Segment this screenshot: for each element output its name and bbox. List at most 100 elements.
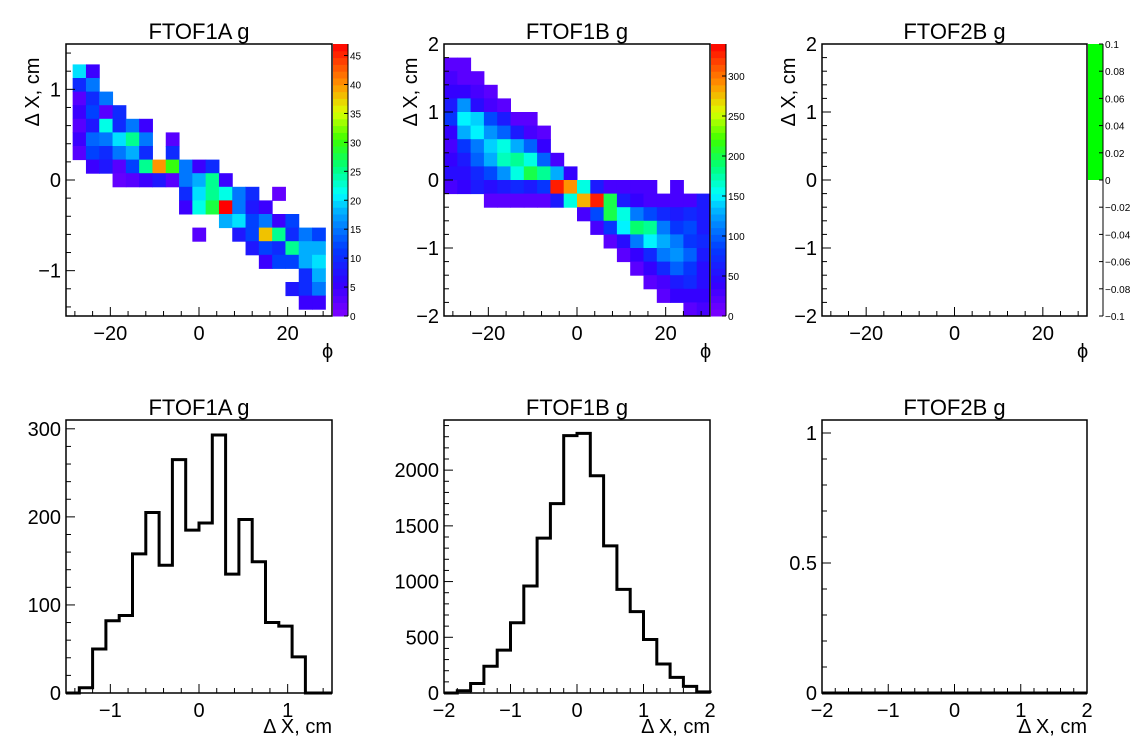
heatmap-cell [272, 214, 286, 229]
x-tick-label: 2 [704, 700, 715, 722]
heatmap-cell [444, 98, 458, 113]
heatmap-cell [523, 112, 538, 127]
colorbar-swatch [333, 71, 348, 79]
colorbar-swatch [333, 159, 348, 167]
heatmap-cell [192, 186, 207, 201]
heatmap-cell [312, 227, 326, 242]
colorbar-swatch [333, 234, 348, 242]
heatmap-cell [99, 118, 114, 133]
heatmap-cell [656, 261, 671, 276]
heatmap-cell [470, 125, 485, 140]
colorbar-swatch [711, 166, 726, 174]
colorbar-swatch [711, 57, 726, 65]
heatmap-cell [670, 261, 684, 276]
heatmap-cell [205, 173, 220, 188]
colorbar-tick-label: 35 [350, 109, 362, 120]
heatmap-cell [139, 132, 153, 147]
colorbar-swatch [711, 84, 726, 93]
colorbar-swatch [711, 105, 726, 113]
y-tick-label: −2 [794, 306, 817, 328]
colorbar-tick-label: 0 [1105, 176, 1111, 187]
y-axis-label: Δ X, cm [400, 58, 422, 127]
heatmap-cell [483, 193, 498, 208]
heatmap-cell [470, 166, 485, 181]
heatmap-cell [497, 152, 511, 167]
heatmap-cell [590, 180, 605, 195]
colorbar-swatch [333, 118, 348, 127]
heatmap-cell [85, 78, 100, 93]
colorbar-swatch [711, 98, 726, 106]
heatmap-cell [683, 220, 698, 235]
x-axis-label: ϕ [1077, 341, 1088, 363]
heatmap-cell [656, 248, 671, 263]
x-tick-label: −2 [811, 700, 834, 722]
chart-panel-1: FTOF1A g 0 5 10 15 20 25 30 35 40 45 −20 0 20 −1 0 1 ϕ Δ X… [22, 19, 362, 363]
heatmap-cell [125, 146, 140, 161]
colorbar-swatch [333, 288, 348, 297]
x-axis-label: Δ X, cm [1018, 716, 1087, 738]
heatmap-cell [165, 173, 180, 188]
y-tick-label: 1 [50, 79, 61, 101]
heatmap-cell [139, 118, 153, 133]
colorbar-swatch [333, 186, 348, 195]
heatmap-cell [670, 288, 684, 303]
heatmap-cell [457, 84, 472, 99]
y-axis-label: Δ X, cm [778, 58, 800, 127]
colorbar-tick-label: 30 [350, 138, 362, 149]
y-tick-label: −1 [416, 238, 439, 260]
heatmap-cell [112, 173, 127, 188]
heatmap-cell [298, 254, 313, 269]
heatmap-cell [444, 139, 458, 154]
heatmap-cell [258, 200, 273, 215]
heatmap-cell [696, 288, 711, 303]
x-tick-label: −20 [849, 323, 883, 345]
colorbar-swatch [711, 44, 726, 52]
heatmap-cell [643, 207, 658, 222]
heatmap-cell [577, 207, 591, 222]
heatmap-cell [683, 302, 698, 317]
colorbar-swatch [333, 207, 348, 215]
heatmap-cell [523, 152, 538, 167]
heatmap-cell [643, 180, 658, 195]
colorbar-swatch [333, 57, 348, 65]
heatmap-cell [444, 71, 458, 86]
heatmap-cell [616, 207, 631, 222]
colorbar-swatch [711, 234, 726, 242]
colorbar-swatch [333, 78, 348, 86]
heatmap-cell [683, 248, 698, 263]
heatmap-cell [152, 173, 167, 188]
heatmap-cell [483, 125, 498, 140]
colorbar-swatch [333, 139, 348, 147]
heatmap-cell [312, 295, 326, 310]
heatmap-cell [696, 248, 711, 263]
heatmap-cell [683, 275, 698, 290]
heatmap-cell [457, 139, 472, 154]
y-tick-label: 1 [806, 102, 817, 124]
x-tick-label: −1 [499, 700, 522, 722]
colorbar-swatch [333, 91, 348, 99]
x-axis-label: ϕ [322, 341, 333, 363]
heatmap-cell [643, 275, 658, 290]
chart-panel-6: FTOF2B g−2 −1 0 1 200.51Δ X, cm [789, 395, 1092, 738]
heatmap-cell [630, 234, 644, 249]
heatmap-cell [72, 64, 87, 79]
heatmap-cell [510, 180, 525, 195]
heatmap-cell [457, 98, 472, 113]
colorbar-tick-label: 0.08 [1105, 67, 1125, 78]
heatmap-cell [510, 152, 525, 167]
heatmap-cell [125, 173, 140, 188]
colorbar-tick-label: 250 [728, 112, 745, 123]
heatmap-cell [218, 186, 233, 201]
heatmap-cell [444, 57, 458, 72]
heatmap-cell [125, 132, 140, 147]
colorbar-tick-label: −0.02 [1105, 203, 1131, 214]
chart-title: FTOF1B g [526, 395, 628, 420]
heatmap-cell [497, 193, 511, 208]
heatmap-cell [179, 186, 193, 201]
heatmap-cell [497, 125, 511, 140]
heatmap-cell [470, 139, 485, 154]
colorbar-swatch [711, 118, 726, 127]
colorbar-swatch [711, 64, 726, 72]
heatmap-cell [218, 214, 233, 229]
heatmap-cell [537, 180, 551, 195]
